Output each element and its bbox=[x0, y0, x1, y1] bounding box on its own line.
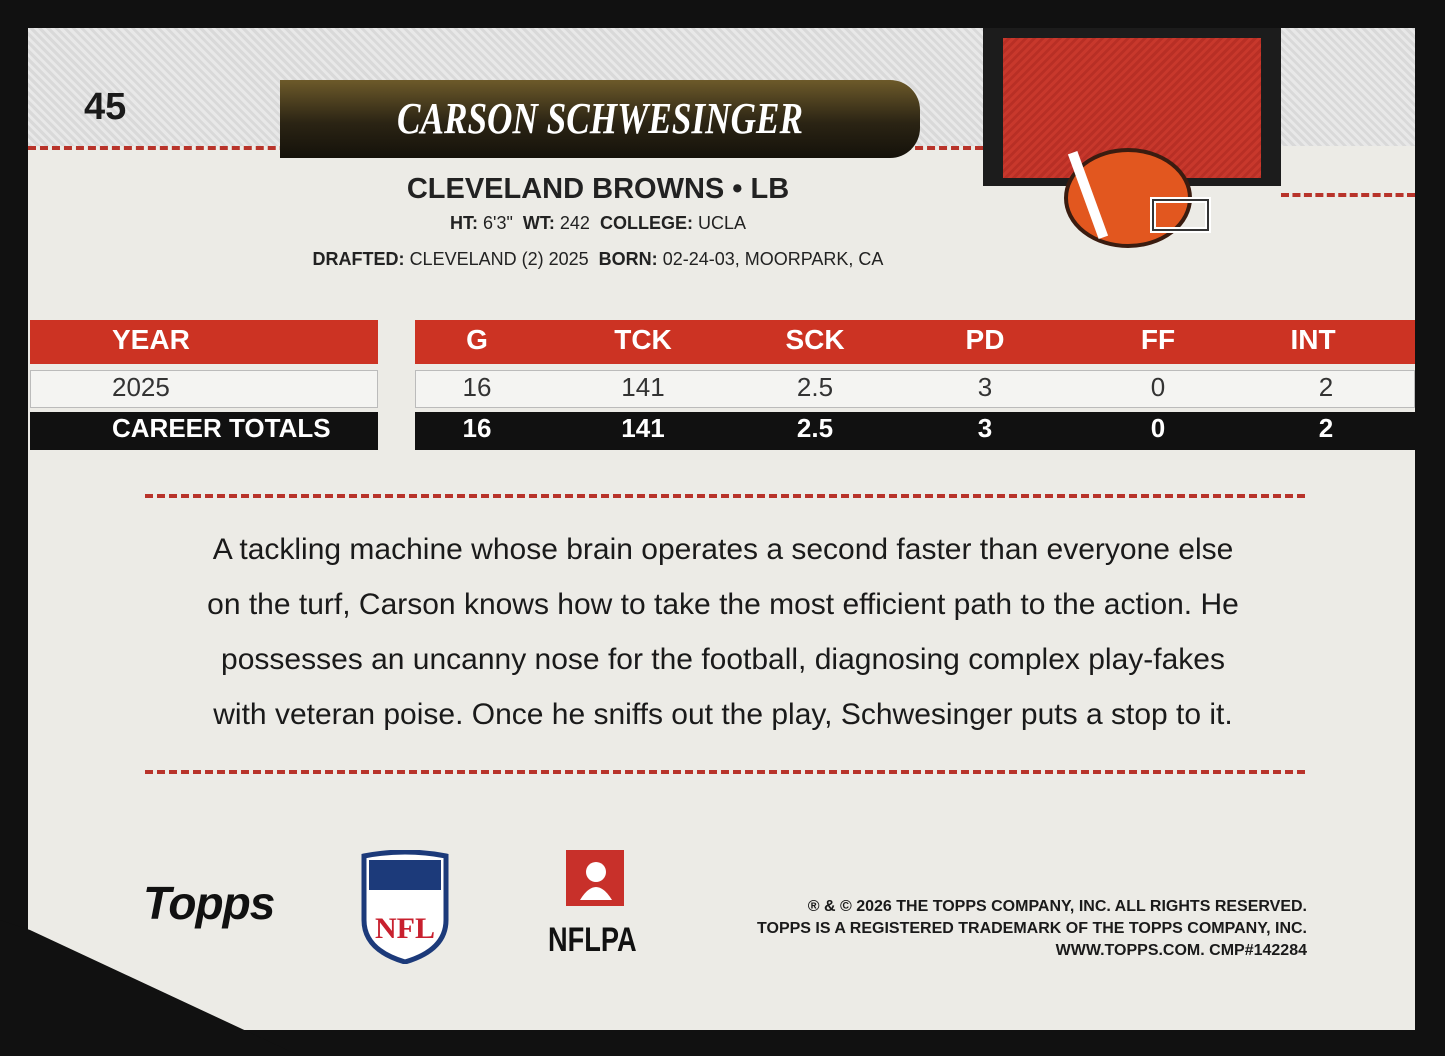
totals-cell: 16 bbox=[462, 413, 492, 443]
player-name: CARSON SCHWESINGER bbox=[397, 94, 803, 143]
card-number: 45 bbox=[84, 86, 127, 128]
totals-cell: 141 bbox=[621, 413, 665, 443]
bio-label: BORN: bbox=[598, 249, 658, 269]
stats-header: INT bbox=[1290, 324, 1336, 355]
card-corner-shadow bbox=[0, 920, 300, 1056]
blurb: A tackling machine whose brain operates … bbox=[128, 522, 1318, 742]
stats-header: PD bbox=[965, 324, 1005, 355]
totals-cell: 3 bbox=[977, 413, 993, 443]
blurb-line: possesses an uncanny nose for the footba… bbox=[221, 643, 1225, 676]
bio-label: COLLEGE: bbox=[599, 213, 693, 233]
totals-cell: 2.5 bbox=[796, 413, 834, 443]
bio-value: UCLA bbox=[697, 213, 746, 233]
blurb-line: on the turf, Carson knows how to take th… bbox=[207, 588, 1239, 621]
stats-cell: 3 bbox=[977, 372, 993, 402]
stats-cell: 0 bbox=[1150, 372, 1166, 402]
stats-header-right bbox=[415, 320, 1415, 364]
legal-line: WWW.TOPPS.COM. CMP#142284 bbox=[1055, 942, 1307, 959]
nfl-logo-text: NFL bbox=[375, 912, 435, 945]
stats-header: FF bbox=[1140, 324, 1176, 355]
topps-logo: Topps bbox=[143, 877, 275, 929]
bio-label: HT: bbox=[450, 213, 478, 233]
card: 45 CARSON SCHWESINGER CLEVELAND BROWNS •… bbox=[28, 28, 1415, 1030]
stitch-line bbox=[145, 494, 1305, 498]
blurb-line: with veteran poise. Once he sniffs out t… bbox=[213, 698, 1233, 731]
totals-cell: 2 bbox=[1318, 413, 1334, 443]
bio-value: 242 bbox=[559, 213, 590, 233]
legal-line: TOPPS IS A REGISTERED TRADEMARK OF THE T… bbox=[757, 920, 1307, 937]
legal-line: ® & © 2026 THE TOPPS COMPANY, INC. ALL R… bbox=[807, 898, 1307, 915]
stats-cell: 2025 bbox=[112, 372, 170, 402]
stats-row-left bbox=[30, 370, 378, 408]
totals-cell: 0 bbox=[1150, 413, 1166, 443]
totals-cell: CAREER TOTALS bbox=[112, 413, 331, 443]
name-banner bbox=[280, 80, 920, 158]
stats-header: G bbox=[466, 324, 488, 355]
nfl-logo: NFL bbox=[361, 850, 449, 964]
bio-value: 02-24-03, MOORPARK, CA bbox=[662, 249, 884, 269]
stats-cell: 16 bbox=[462, 372, 492, 402]
nflpa-logo-text: NFLPA bbox=[548, 921, 637, 959]
legal-text: ® & © 2026 THE TOPPS COMPANY, INC. ALL R… bbox=[757, 896, 1307, 962]
bio-label: WT: bbox=[522, 213, 555, 233]
stats-cell: 2 bbox=[1318, 372, 1334, 402]
helmet-logo bbox=[1064, 148, 1211, 248]
stats-header-left bbox=[30, 320, 378, 364]
blurb-line: A tackling machine whose brain operates … bbox=[212, 533, 1234, 566]
nflpa-emblem bbox=[566, 850, 624, 906]
stats-header: SCK bbox=[785, 324, 845, 355]
totals-row-right bbox=[415, 412, 1415, 450]
stitch-line bbox=[145, 770, 1305, 774]
stats-header: TCK bbox=[614, 324, 672, 355]
bio-line: DRAFTED: CLEVELAND (2) 2025 BORN: 02-24-… bbox=[228, 249, 968, 270]
bio-value: CLEVELAND (2) 2025 bbox=[409, 249, 589, 269]
bio-value: 6'3" bbox=[483, 213, 513, 233]
stats-header: YEAR bbox=[112, 324, 190, 355]
stitch-line bbox=[1281, 193, 1415, 197]
totals-row-left bbox=[30, 412, 378, 450]
stats-cell: 2.5 bbox=[796, 372, 834, 402]
stats-row-right bbox=[415, 370, 1415, 408]
stats-cell: 141 bbox=[621, 372, 665, 402]
bio-line: HT: 6'3" WT: 242 COLLEGE: UCLA bbox=[228, 213, 968, 234]
team-position: CLEVELAND BROWNS • LB bbox=[406, 173, 790, 205]
bio-label: DRAFTED: bbox=[312, 249, 405, 269]
